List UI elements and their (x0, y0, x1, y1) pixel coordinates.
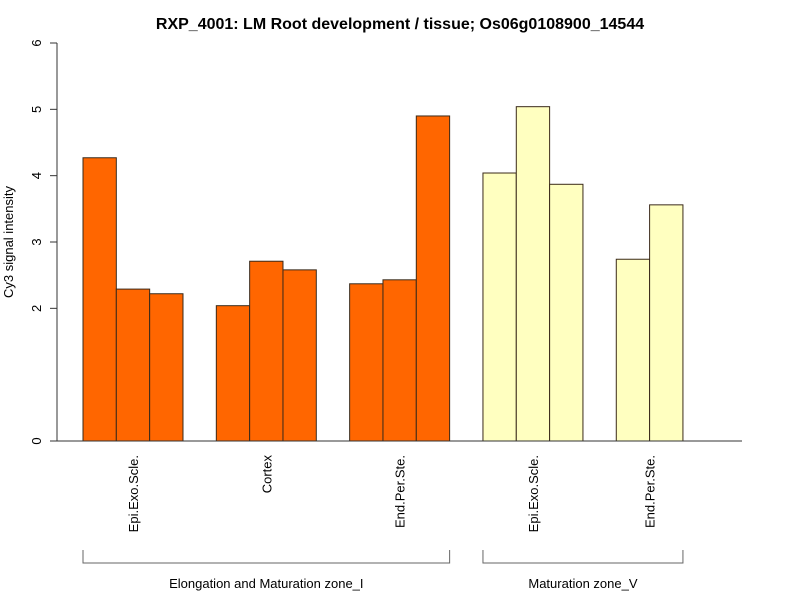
bar (549, 183, 584, 442)
bar (349, 283, 384, 442)
x-tick-labels: Epi.Exo.Scle. Cortex End.Per.Ste. Epi.Exo.S… (126, 455, 658, 533)
bar (515, 106, 551, 442)
bar (649, 204, 684, 442)
y-tick-label: 5 (29, 106, 44, 113)
y-axis-label: Cy3 signal intensity (1, 186, 16, 298)
y-tick-label: 2 (29, 305, 44, 312)
bar (115, 288, 151, 442)
y-tick-label: 0 (29, 437, 44, 444)
bar (615, 258, 651, 442)
bar (415, 115, 451, 442)
bar (215, 305, 251, 442)
y-tick-label: 6 (29, 39, 44, 46)
bar (82, 157, 117, 442)
y-axis: 0 2 3 4 5 6 (29, 39, 58, 445)
x-tick-label: Epi.Exo.Scle. (126, 455, 141, 532)
x-tick-label: Cortex (259, 455, 274, 494)
chart-title: RXP_4001: LM Root development / tissue; … (156, 16, 644, 33)
bars (82, 106, 684, 442)
group-label: Elongation and Maturation zone_I (169, 576, 363, 591)
x-tick-label: Epi.Exo.Scle. (526, 455, 541, 532)
x-tick-label: End.Per.Ste. (393, 455, 408, 528)
y-tick-label: 3 (29, 238, 44, 245)
bar (249, 260, 284, 442)
y-tick-label: 4 (29, 172, 44, 179)
group-brackets: Elongation and Maturation zone_I Maturati… (82, 550, 684, 591)
bar (482, 172, 517, 442)
group-label: Maturation zone_V (528, 576, 637, 591)
bar (382, 279, 417, 442)
group-bracket (482, 550, 684, 564)
bar (149, 293, 184, 442)
x-tick-label: End.Per.Ste. (643, 455, 658, 528)
group-bracket (82, 550, 451, 564)
bar (282, 269, 317, 442)
